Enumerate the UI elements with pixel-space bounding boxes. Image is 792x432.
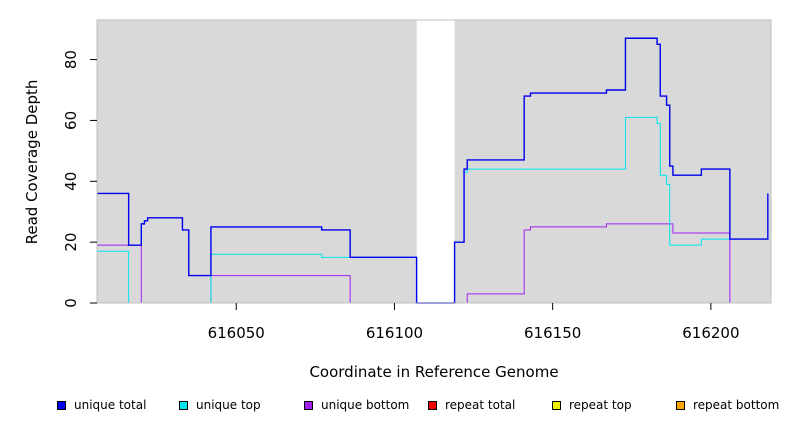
plot-border [96, 19, 772, 304]
legend-swatch [428, 400, 437, 410]
x-tick-label: 616100 [366, 324, 423, 342]
legend-item-unique-bottom: unique bottom [304, 398, 409, 412]
legend: unique total unique top unique bottom repea… [0, 398, 792, 420]
y-axis-label: Read Coverage Depth [23, 80, 41, 245]
legend-item-repeat-total: repeat total [428, 398, 515, 412]
legend-label: unique bottom [321, 398, 410, 412]
axes: 616050 616100 616150 616200 0 20 40 60 80 [62, 19, 772, 342]
legend-label: unique top [196, 398, 261, 412]
legend-label: repeat top [569, 398, 632, 412]
x-axis-label: Coordinate in Reference Genome [309, 363, 558, 381]
legend-swatch [552, 400, 561, 410]
series-line-unique-total [97, 37, 769, 304]
legend-swatch [304, 400, 313, 410]
y-tick-label: 20 [62, 233, 80, 252]
legend-swatch [179, 400, 188, 410]
legend-item-repeat-bottom: repeat bottom [676, 398, 779, 412]
y-tick-label: 60 [62, 111, 80, 130]
legend-item-repeat-top: repeat top [552, 398, 632, 412]
legend-item-unique-total: unique total [57, 398, 146, 412]
legend-label: unique total [74, 398, 147, 412]
x-tick-label: 616200 [682, 324, 739, 342]
plot-area [97, 20, 771, 304]
legend-label: repeat bottom [693, 398, 780, 412]
x-tick-label: 616150 [524, 324, 581, 342]
legend-label: repeat total [445, 398, 516, 412]
legend-swatch [676, 400, 685, 410]
y-tick-label: 80 [62, 50, 80, 69]
y-tick-label: 40 [62, 172, 80, 191]
y-tick-label: 0 [62, 298, 80, 308]
legend-swatch [57, 400, 66, 410]
gap-region [416, 20, 455, 303]
legend-item-unique-top: unique top [179, 398, 261, 412]
chart: 616050 616100 616150 616200 0 20 40 60 80 Coordi… [23, 19, 772, 381]
x-tick-label: 616050 [208, 324, 265, 342]
